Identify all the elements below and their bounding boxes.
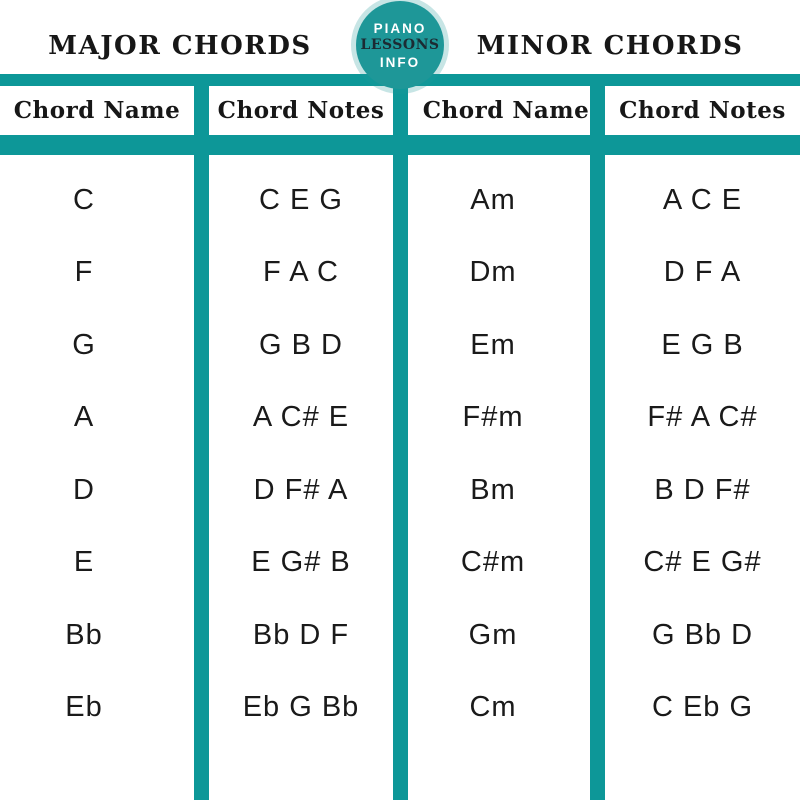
- major-chord-notes: Eb G Bb: [242, 691, 360, 724]
- piano-lessons-info-logo: PIANO LESSONS INFO: [356, 1, 444, 89]
- table-row: C C E G Am A C E: [0, 164, 800, 237]
- major-chord-notes: C E G: [259, 183, 343, 216]
- minor-chord-notes: E G B: [661, 328, 744, 361]
- major-chord-name: A: [73, 401, 95, 434]
- table-row: F F A C Dm D F A: [0, 237, 800, 310]
- minor-chord-name: Gm: [468, 618, 518, 651]
- major-chord-notes: A C# E: [252, 401, 350, 434]
- minor-chord-name: F#m: [462, 401, 524, 434]
- logo-text-info: INFO: [379, 54, 421, 70]
- table-row: D D F# A Bm B D F#: [0, 454, 800, 527]
- logo-text-piano: PIANO: [373, 20, 427, 36]
- table-row: G G B D Em E G B: [0, 309, 800, 382]
- minor-chord-name: Em: [470, 328, 516, 361]
- minor-chord-notes: C Eb G: [651, 691, 754, 724]
- major-chord-name: E: [73, 546, 95, 579]
- table-row: Eb Eb G Bb Cm C Eb G: [0, 672, 800, 745]
- column-header-major-chord-notes: Chord Notes: [217, 97, 385, 124]
- major-chord-name: Bb: [65, 618, 103, 651]
- table-row: Bb Bb D F Gm G Bb D: [0, 599, 800, 672]
- minor-chords-title: MINOR CHORDS: [476, 31, 744, 61]
- minor-chord-notes: B D F#: [654, 473, 751, 506]
- minor-chord-notes: C# E G#: [643, 546, 762, 579]
- column-header-minor-chord-notes: Chord Notes: [619, 97, 786, 124]
- minor-chord-name: Cm: [469, 691, 517, 724]
- minor-chord-name: Bm: [470, 473, 516, 506]
- minor-chord-name: Dm: [469, 256, 517, 289]
- logo-text-lessons: LESSONS: [360, 36, 440, 53]
- major-chord-notes: Bb D F: [252, 618, 350, 651]
- major-chord-name: D: [73, 473, 95, 506]
- column-divider-2: [393, 74, 408, 800]
- minor-chord-notes: D F A: [663, 256, 742, 289]
- minor-chord-name: Am: [470, 183, 516, 216]
- minor-chord-notes: A C E: [662, 183, 743, 216]
- column-divider-3: [590, 74, 605, 800]
- minor-chord-notes: G Bb D: [651, 618, 754, 651]
- major-chord-notes: E G# B: [251, 546, 351, 579]
- column-header-minor-chord-name: Chord Name: [422, 97, 590, 124]
- major-chord-name: C: [73, 183, 95, 216]
- table-row: E E G# B C#m C# E G#: [0, 527, 800, 600]
- minor-chord-notes: F# A C#: [647, 401, 758, 434]
- table-row: A A C# E F#m F# A C#: [0, 382, 800, 455]
- column-header-major-chord-name: Chord Name: [13, 97, 181, 124]
- major-chord-notes: D F# A: [253, 473, 349, 506]
- major-chord-name: Eb: [65, 691, 103, 724]
- major-chord-name: G: [72, 328, 96, 361]
- major-chord-name: F: [74, 256, 94, 289]
- major-chord-notes: F A C: [263, 256, 339, 289]
- column-divider-1: [194, 74, 209, 800]
- chord-table-body: C C E G Am A C E F F A C Dm D F A G G B …: [0, 155, 800, 800]
- major-chords-title: MAJOR CHORDS: [48, 31, 312, 61]
- minor-chord-name: C#m: [460, 546, 526, 579]
- major-chord-notes: G B D: [259, 328, 343, 361]
